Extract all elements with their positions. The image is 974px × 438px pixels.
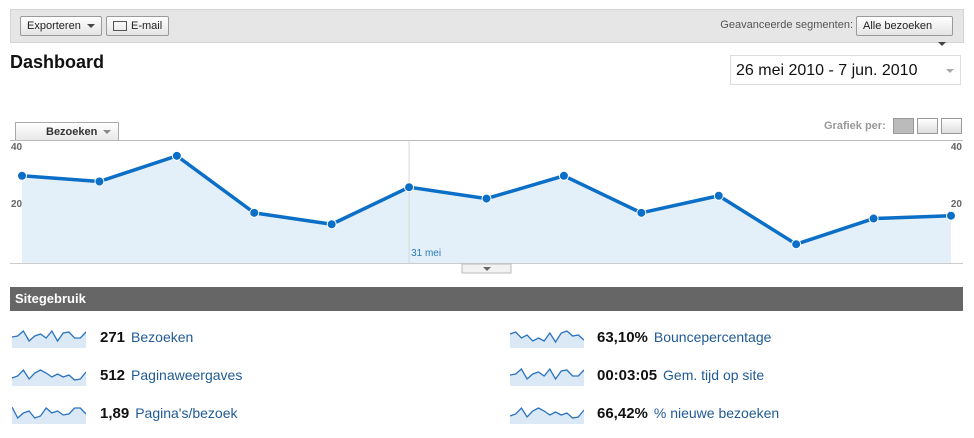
- metric-link[interactable]: Bouncepercentage: [653, 329, 772, 345]
- metric-link[interactable]: Gem. tijd op site: [663, 367, 765, 383]
- point: [868, 213, 879, 224]
- point: [713, 190, 724, 201]
- page-title: Dashboard: [10, 52, 105, 72]
- metric-value: 66,42%: [597, 405, 648, 422]
- point: [94, 176, 105, 187]
- sparkline-area: [12, 407, 86, 424]
- metric-value: 00:03:05: [597, 367, 658, 384]
- date-range[interactable]: 26 mei 2010 - 7 jun. 2010: [730, 55, 961, 85]
- point: [171, 150, 182, 161]
- sparkline-area: [12, 370, 86, 386]
- sparkline-area: [510, 408, 584, 424]
- sparkline-line: [12, 368, 86, 381]
- metric-value: 63,10%: [597, 329, 648, 346]
- sparkline: [510, 406, 584, 424]
- point: [481, 193, 492, 204]
- segments-label: Geavanceerde segmenten:: [720, 19, 853, 31]
- graph-day-button[interactable]: [893, 118, 914, 134]
- metric: 66,42% % nieuwe bezoeken: [597, 405, 779, 423]
- metric: 512 Paginaweergaves: [100, 367, 242, 385]
- graph-week-button[interactable]: [917, 118, 938, 134]
- graph-by-label: Grafiek per:: [824, 120, 886, 132]
- export-button[interactable]: Exporteren: [20, 16, 102, 36]
- line-area: [22, 155, 951, 263]
- sparkline-line: [510, 406, 584, 419]
- section-title: Sitegebruik: [15, 291, 86, 306]
- y-tick-label-right: 20: [951, 199, 963, 210]
- sparkline-line: [510, 367, 584, 381]
- sparkline: [12, 329, 86, 348]
- email-button[interactable]: E-mail: [106, 16, 170, 36]
- export-label: Exporteren: [27, 20, 81, 32]
- sparkline: [510, 330, 584, 348]
- section-header: Sitegebruik: [10, 287, 963, 311]
- point: [404, 182, 415, 193]
- collapse-arrow: [483, 267, 491, 271]
- point: [791, 239, 802, 250]
- y-tick-label: 40: [11, 142, 23, 153]
- sparkline-area: [510, 331, 584, 348]
- metric-value: 271: [100, 329, 126, 346]
- metric-link[interactable]: Paginaweergaves: [131, 367, 243, 383]
- metric-link[interactable]: Bezoeken: [131, 329, 194, 345]
- sparkline-line: [510, 330, 584, 344]
- y-tick-label: 20: [11, 199, 23, 210]
- metric-link[interactable]: Pagina's/bezoek: [135, 405, 238, 421]
- metric-value: 1,89: [100, 405, 130, 422]
- metric: 00:03:05 Gem. tijd op site: [597, 367, 764, 385]
- date-range-text: 26 mei 2010 - 7 jun. 2010: [736, 62, 918, 79]
- chart: 31 mei 20 20 40 40: [10, 140, 963, 274]
- sparkline-line: [12, 329, 86, 343]
- sparkline: [510, 367, 584, 386]
- point: [17, 170, 27, 181]
- segments-dropdown[interactable]: Alle bezoeken: [856, 16, 953, 46]
- sparkline-line: [12, 406, 86, 420]
- metric: 63,10% Bouncepercentage: [597, 329, 771, 347]
- metric-tab[interactable]: Bezoeken: [15, 122, 119, 140]
- sparkline-area: [510, 369, 584, 386]
- sparkline: [12, 368, 86, 386]
- point: [946, 210, 956, 221]
- point: [558, 170, 569, 181]
- metric: 1,89 Pagina's/bezoek: [100, 405, 238, 423]
- y-tick-label-right: 40: [951, 142, 963, 153]
- point: [636, 207, 647, 218]
- metric-value: 512: [100, 367, 126, 384]
- point: [326, 219, 337, 230]
- point: [249, 207, 260, 218]
- segments-value: Alle bezoeken: [863, 20, 933, 32]
- sparkline-area: [12, 331, 86, 348]
- metric: 271 Bezoeken: [100, 329, 193, 347]
- x-tick-label: 31 mei: [411, 248, 441, 259]
- email-label: E-mail: [131, 20, 163, 32]
- sparkline: [12, 406, 86, 424]
- metric-tab-label: Bezoeken: [46, 126, 98, 138]
- metric-link[interactable]: % nieuwe bezoeken: [653, 405, 780, 421]
- graph-month-button[interactable]: [941, 118, 962, 134]
